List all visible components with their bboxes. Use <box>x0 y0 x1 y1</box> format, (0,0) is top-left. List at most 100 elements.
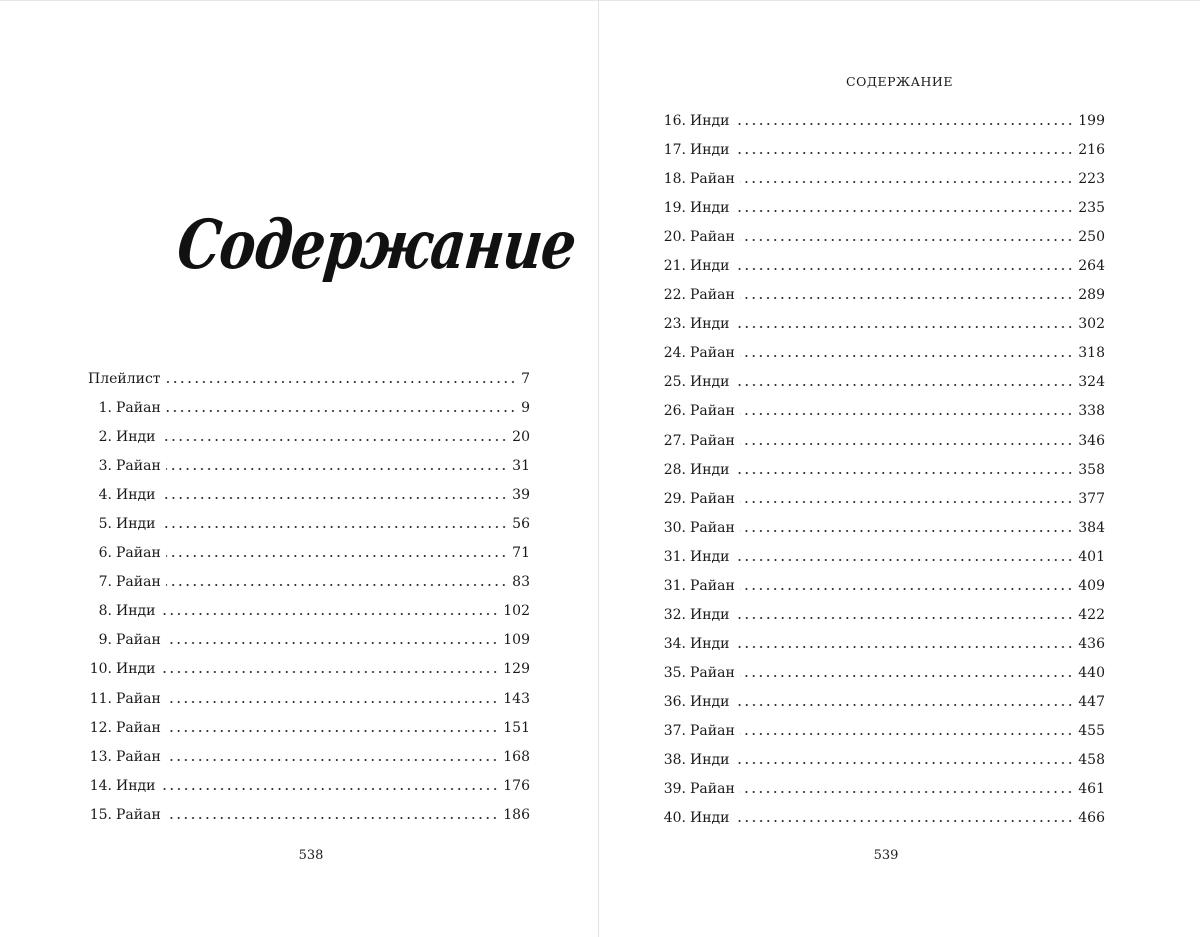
toc-entry-number: 3. <box>98 458 112 475</box>
toc-entry-title: Райан <box>116 719 161 736</box>
toc-entry-page: 250 <box>1078 229 1105 246</box>
left-page: Содержание Плейлист 7 1. Райан 9 2. Инди 20 3.… <box>0 0 598 937</box>
toc-entry-page: 338 <box>1078 403 1105 420</box>
toc-entry[interactable]: 8. Инди 102 <box>88 601 530 630</box>
toc-entry[interactable]: 28. Инди 358 <box>662 460 1105 489</box>
dot-leader <box>165 555 508 558</box>
dot-leader <box>739 500 1074 503</box>
toc-entry-title: Инди <box>690 200 730 217</box>
toc-entry-number: 40. <box>663 810 686 827</box>
toc-entry[interactable]: 11. Райан 143 <box>88 689 530 718</box>
dot-leader <box>739 442 1074 445</box>
toc-entry[interactable]: 31. Райан 409 <box>662 576 1105 605</box>
dot-leader <box>734 703 1074 706</box>
toc-entry[interactable]: 32. Инди 422 <box>662 605 1105 634</box>
toc-entry-number: 34. <box>663 635 686 652</box>
toc-entry[interactable]: 5. Инди 56 <box>88 514 530 543</box>
toc-entry-number: 22. <box>663 287 686 304</box>
toc-entry-number: 9. <box>98 632 112 649</box>
toc-entry[interactable]: 34. Инди 436 <box>662 634 1105 663</box>
toc-entry-page: 102 <box>503 603 530 620</box>
toc-entry-title: Райан <box>116 458 161 475</box>
toc-entry[interactable]: 35. Райан 440 <box>662 663 1105 692</box>
dot-leader <box>160 526 508 529</box>
toc-entry[interactable]: 15. Райан 186 <box>88 805 530 834</box>
dot-leader <box>734 152 1074 155</box>
toc-entry[interactable]: 30. Райан 384 <box>662 518 1105 547</box>
toc-entry[interactable]: 40. Инди 466 <box>662 808 1105 837</box>
toc-entry[interactable]: 12. Райан 151 <box>88 718 530 747</box>
toc-entry-page: 289 <box>1078 287 1105 304</box>
toc-entry-page: 129 <box>503 661 530 678</box>
toc-entry-title: Райан <box>116 400 161 417</box>
toc-entry[interactable]: 10. Инди 129 <box>88 659 530 688</box>
dot-leader <box>734 471 1074 474</box>
dot-leader <box>739 297 1074 300</box>
toc-entry[interactable]: 39. Райан 461 <box>662 779 1105 808</box>
toc-entry-page: 83 <box>512 574 530 591</box>
toc-entry[interactable]: 14. Инди 176 <box>88 776 530 805</box>
toc-entry-title: Райан <box>690 171 735 188</box>
toc-entry-page: 143 <box>503 690 530 707</box>
toc-entry-number: 24. <box>663 345 686 362</box>
toc-entry[interactable]: 22. Райан 289 <box>662 285 1105 314</box>
toc-entry[interactable]: 1. Райан 9 <box>88 398 530 427</box>
dot-leader <box>165 758 499 761</box>
toc-entry[interactable]: 29. Райан 377 <box>662 489 1105 518</box>
toc-entry[interactable]: 18. Райан 223 <box>662 169 1105 198</box>
dot-leader <box>160 787 499 790</box>
toc-entry-number: 13. <box>89 748 112 765</box>
toc-entry-number: 28. <box>663 461 686 478</box>
dot-leader <box>734 558 1074 561</box>
toc-entry[interactable]: 36. Инди 447 <box>662 692 1105 721</box>
toc-entry-title: Райан <box>690 403 735 420</box>
toc-entry-page: 440 <box>1078 664 1105 681</box>
toc-entry[interactable]: 16. Инди 199 <box>662 111 1105 140</box>
toc-entry[interactable]: 24. Райан 318 <box>662 343 1105 372</box>
toc-entry-title: Райан <box>690 519 735 536</box>
toc-entry[interactable]: 7. Райан 83 <box>88 572 530 601</box>
toc-entry-number: 23. <box>663 316 686 333</box>
dot-leader <box>165 816 499 819</box>
page-number: 539 <box>873 848 899 863</box>
toc-entry-page: 151 <box>503 719 530 736</box>
toc-entry[interactable]: 37. Райан 455 <box>662 721 1105 750</box>
toc-entry[interactable]: 3. Райан 31 <box>88 456 530 485</box>
toc-entry[interactable]: 21. Инди 264 <box>662 256 1105 285</box>
page-number: 538 <box>298 848 324 863</box>
dot-leader <box>165 700 499 703</box>
toc-entry-page: 358 <box>1078 461 1105 478</box>
toc-entry[interactable]: 25. Инди 324 <box>662 372 1105 401</box>
toc-entry[interactable]: 6. Райан 71 <box>88 543 530 572</box>
toc-list-right: 16. Инди 199 17. Инди 216 18. Райан 223 19. Инди 23… <box>662 111 1105 837</box>
toc-entry-title: Инди <box>116 777 156 794</box>
toc-entry[interactable]: 27. Райан 346 <box>662 431 1105 460</box>
toc-entry-number: 30. <box>663 519 686 536</box>
toc-entry-number: 2. <box>98 429 112 446</box>
toc-entry-number: 38. <box>663 752 686 769</box>
toc-entry-title: Райан <box>690 664 735 681</box>
dot-leader <box>734 762 1074 765</box>
toc-entry-page: 384 <box>1078 519 1105 536</box>
toc-entry[interactable]: 31. Инди 401 <box>662 547 1105 576</box>
toc-entry[interactable]: 13. Райан 168 <box>88 747 530 776</box>
toc-entry-title: Райан <box>690 287 735 304</box>
toc-entry[interactable]: 17. Инди 216 <box>662 140 1105 169</box>
toc-entry[interactable]: 9. Райан 109 <box>88 630 530 659</box>
toc-entry-playlist[interactable]: Плейлист 7 <box>88 369 530 398</box>
toc-entry[interactable]: 2. Инди 20 <box>88 427 530 456</box>
toc-entry-number: 20. <box>663 229 686 246</box>
toc-entry-number: 32. <box>663 606 686 623</box>
toc-entry-title: Инди <box>116 603 156 620</box>
toc-entry-page: 31 <box>512 458 530 475</box>
toc-entry[interactable]: 4. Инди 39 <box>88 485 530 514</box>
dot-leader <box>734 616 1074 619</box>
toc-entry[interactable]: 38. Инди 458 <box>662 750 1105 779</box>
dot-leader <box>739 181 1074 184</box>
toc-entry[interactable]: 20. Райан 250 <box>662 227 1105 256</box>
toc-entry[interactable]: 19. Инди 235 <box>662 198 1105 227</box>
toc-entry[interactable]: 23. Инди 302 <box>662 314 1105 343</box>
toc-entry[interactable]: 26. Райан 338 <box>662 401 1105 430</box>
toc-entry-title: Райан <box>116 690 161 707</box>
toc-entry-page: 168 <box>503 748 530 765</box>
